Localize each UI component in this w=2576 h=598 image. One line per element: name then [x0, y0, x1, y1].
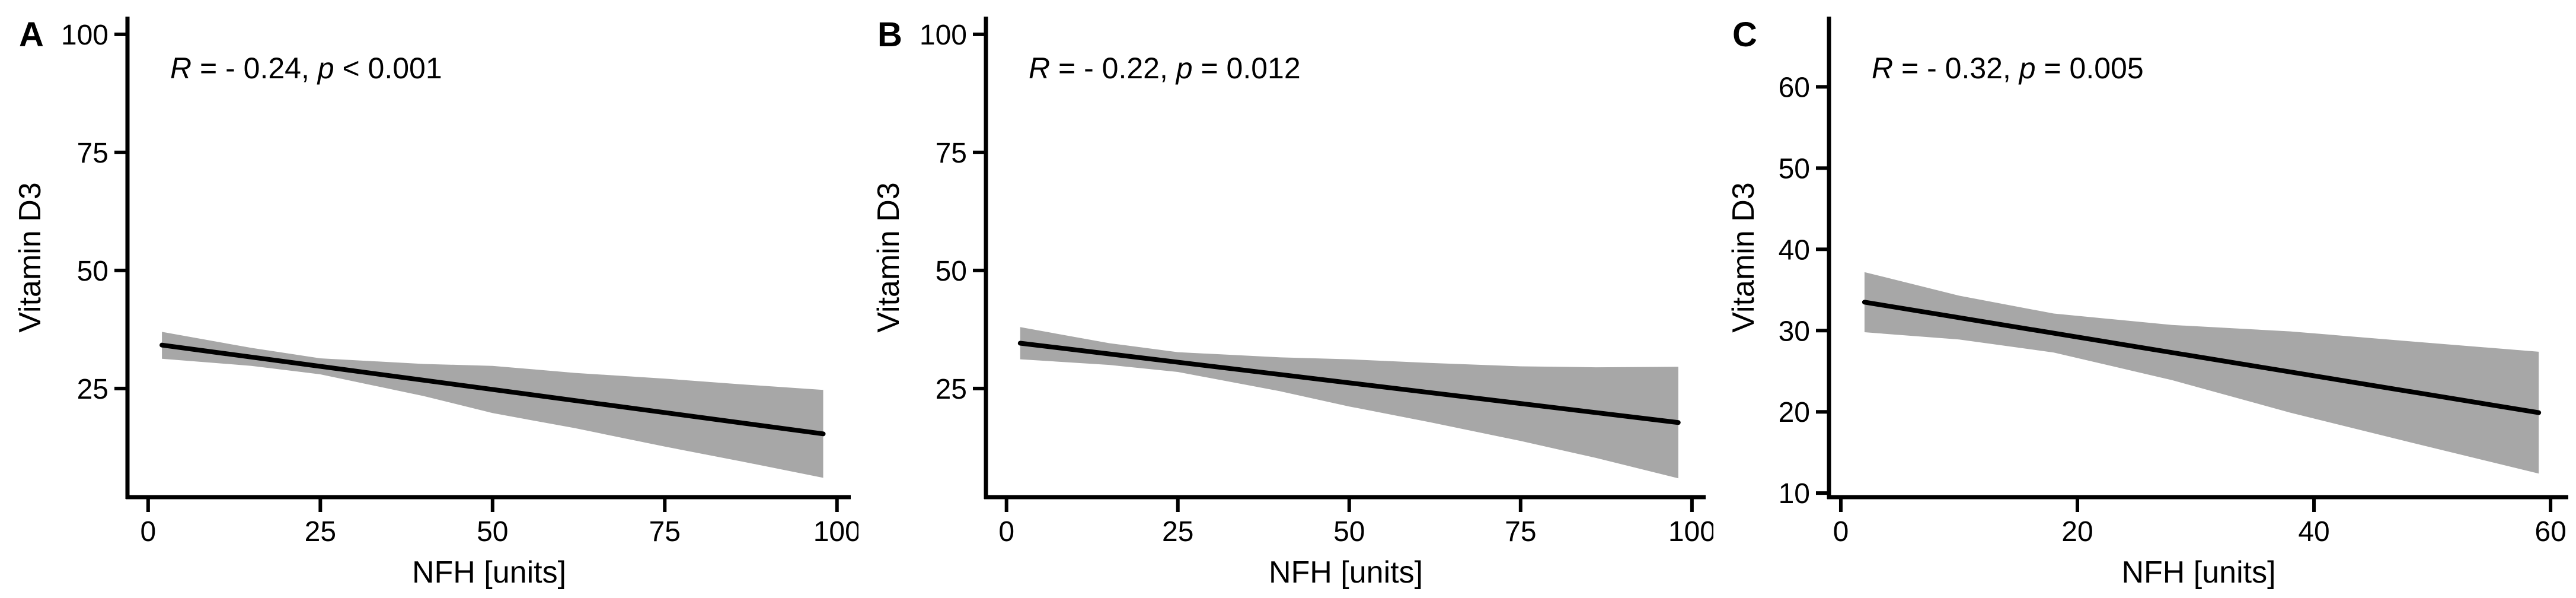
y-tick-label: 50 [936, 256, 967, 287]
x-axis-title: NFH [units] [2121, 555, 2275, 590]
y-tick-label: 50 [1779, 153, 1810, 185]
regression-line [1862, 300, 2542, 415]
correlation-annotation: R = - 0.24, p < 0.001 [170, 52, 442, 85]
x-tick-label: 60 [2534, 516, 2566, 548]
panel-label: C [1732, 15, 1757, 54]
y-tick-label: 40 [1779, 234, 1810, 266]
confidence-band [162, 332, 823, 478]
scatter-plot-A: 0 25 50 75 100 25 50 75 100 NFH [units] Vitamin D3… [13, 15, 858, 590]
y-tick-label: 50 [77, 256, 108, 287]
confidence-band [1864, 272, 2539, 474]
confidence-band [1020, 327, 1678, 479]
y-axis-title: Vitamin D3 [1726, 182, 1761, 332]
x-tick-label: 75 [1505, 516, 1536, 548]
x-tick-label: 25 [1162, 516, 1193, 548]
x-tick-label: 25 [305, 516, 336, 548]
scatter-plot-C: 0 20 40 60 10 20 30 40 50 60 NFH [units] Vitamin D3… [1726, 15, 2568, 590]
x-tick-label: 50 [1333, 516, 1365, 548]
y-axis-title: Vitamin D3 [13, 182, 47, 332]
regression-line [1017, 341, 1681, 425]
correlation-annotation: R = - 0.22, p = 0.012 [1029, 52, 1301, 85]
x-tick-label: 0 [1833, 516, 1849, 548]
y-tick-label: 25 [77, 374, 108, 405]
x-tick-label: 100 [813, 516, 858, 548]
y-tick-label: 75 [936, 138, 967, 169]
scatter-plot-B: 0 25 50 75 100 25 50 75 100 NFH [units] Vitamin D3… [872, 15, 1713, 590]
correlation-annotation: R = - 0.32, p = 0.005 [1872, 52, 2144, 85]
x-tick-label: 50 [477, 516, 508, 548]
y-tick-label: 60 [1779, 72, 1810, 103]
x-tick-label: 40 [2298, 516, 2329, 548]
panel-B: 0 25 50 75 100 25 50 75 100 NFH [units] Vitamin D3… [858, 0, 1713, 598]
x-axis-title: NFH [units] [1269, 555, 1423, 590]
panel-C: 0 20 40 60 10 20 30 40 50 60 NFH [units] Vitamin D3… [1713, 0, 2576, 598]
y-tick-label: 30 [1779, 316, 1810, 347]
y-axis-title: Vitamin D3 [872, 182, 906, 332]
x-tick-label: 20 [2061, 516, 2093, 548]
x-axis-title: NFH [units] [412, 555, 566, 590]
x-tick-label: 100 [1668, 516, 1713, 548]
y-tick-label: 20 [1779, 397, 1810, 428]
x-tick-label: 0 [141, 516, 157, 548]
y-tick-label: 100 [920, 20, 967, 51]
panel-label: A [19, 15, 44, 54]
panel-label: B [877, 15, 902, 54]
panel-A: 0 25 50 75 100 25 50 75 100 NFH [units] Vitamin D3… [0, 0, 858, 598]
y-tick-label: 25 [936, 374, 967, 405]
y-tick-label: 75 [77, 138, 108, 169]
y-tick-label: 100 [61, 20, 108, 51]
y-tick-label: 10 [1779, 478, 1810, 510]
regression-line [159, 342, 826, 437]
x-tick-label: 75 [649, 516, 681, 548]
x-tick-label: 0 [998, 516, 1014, 548]
